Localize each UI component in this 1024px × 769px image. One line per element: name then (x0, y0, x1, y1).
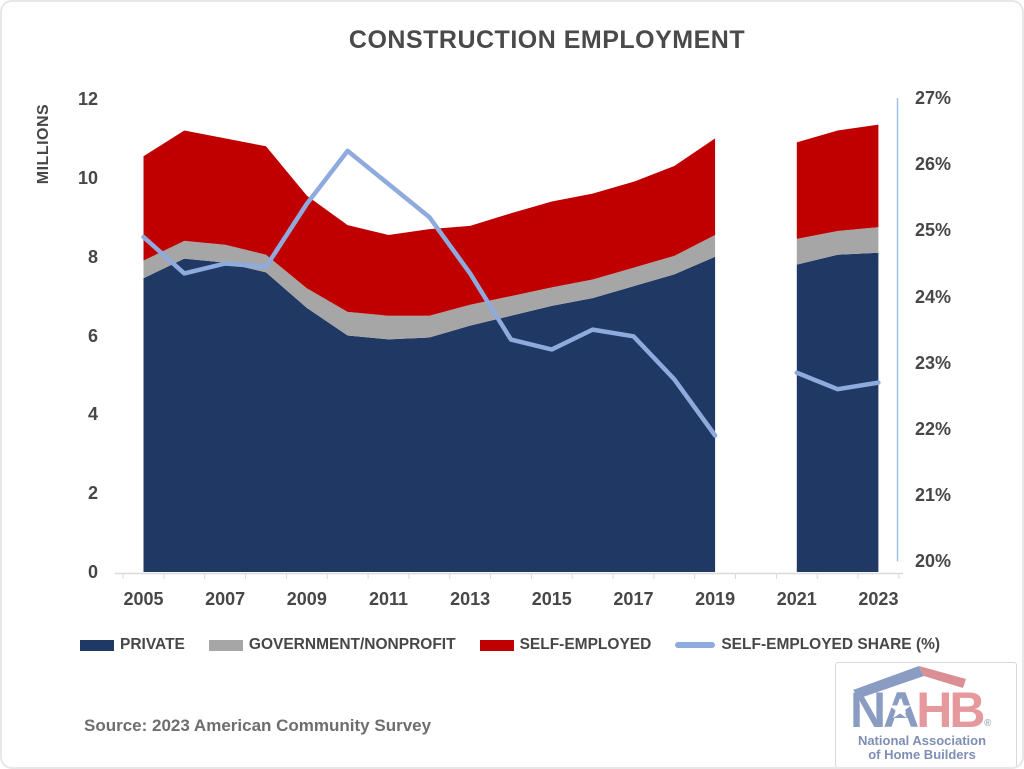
legend-label-private: PRIVATE (120, 636, 185, 653)
legend-label-self-employed: SELF-EMPLOYED (519, 636, 652, 653)
area-self-employed (143, 130, 716, 316)
y-axis-tick-label: 6 (87, 325, 98, 346)
right-axis-tick-label: 26% (915, 154, 952, 175)
logo-brand-hb: HB (916, 682, 983, 738)
y-axis-tick-label: 0 (87, 562, 98, 582)
x-axis-tick-label: 2015 (531, 589, 572, 609)
x-axis-tick-label: 2021 (776, 589, 817, 609)
x-axis-tick-label: 2017 (613, 589, 654, 609)
right-axis-tick-label: 27% (915, 88, 952, 108)
legend-item-self-employed-share: SELF-EMPLOYED SHARE (%) (675, 636, 940, 654)
area-private (143, 256, 716, 572)
legend-label-government: GOVERNMENT/NONPROFIT (248, 636, 456, 653)
registered-mark: ® (984, 718, 992, 729)
area-government-nonprofit (143, 235, 716, 340)
x-axis-tick-label: 2023 (858, 589, 899, 609)
chart-legend: PRIVATE GOVERNMENT/NONPROFIT SELF-EMPLOY… (80, 636, 940, 654)
self-employed-share-line (794, 370, 881, 392)
self-employed-swatch-icon (479, 639, 514, 651)
private-swatch-icon (80, 639, 114, 651)
nahb-logo: NAHB ® National Association of Home Buil… (835, 662, 1017, 767)
chart-title: CONSTRUCTION EMPLOYMENT (348, 26, 746, 54)
right-axis-tick-label: 23% (915, 352, 952, 373)
y-axis-tick-label: 12 (77, 89, 98, 109)
logo-roof-right (919, 666, 966, 688)
logo-roof-left (853, 666, 924, 698)
y-axis-tick-label: 4 (87, 404, 98, 425)
source-note: Source: 2023 American Community Survey (84, 716, 432, 735)
logo-brand-text: NAHB (850, 682, 983, 738)
right-axis-tick-label: 22% (915, 418, 952, 439)
area-self-employed (796, 124, 879, 239)
star-icon (889, 698, 911, 719)
y-axis-tick-label: 2 (87, 483, 98, 504)
legend-item-government: GOVERNMENT/NONPROFIT (208, 636, 456, 654)
x-axis-tick-label: 2009 (286, 589, 327, 609)
x-axis-tick-label: 2007 (205, 589, 246, 609)
legend-item-self-employed: SELF-EMPLOYED (479, 636, 652, 654)
logo-subtext-line2: of Home Builders (868, 747, 976, 762)
x-axis-tick-label: 2019 (695, 589, 736, 609)
legend-label-self-employed-share: SELF-EMPLOYED SHARE (%) (721, 636, 941, 653)
right-axis-tick-label: 24% (915, 286, 952, 307)
right-axis-tick-label: 20% (915, 551, 952, 572)
y-axis-tick-label: 8 (87, 246, 98, 267)
nahb-logo-graphic: NAHB ® National Association of Home Buil… (850, 666, 992, 762)
self-employed-share-line (141, 148, 718, 438)
x-axis-tick-label: 2013 (450, 589, 491, 609)
right-axis-tick-label: 21% (915, 485, 952, 506)
self-employed-share-line-icon (675, 642, 716, 648)
y-axis-tick-label: 10 (77, 167, 98, 188)
logo-subtext-line1: National Association (858, 733, 986, 748)
legend-item-private: PRIVATE (80, 636, 185, 654)
x-axis-tick-label: 2011 (368, 589, 408, 609)
x-axis-tick-label: 2005 (123, 589, 164, 609)
right-axis-tick-label: 25% (915, 220, 952, 241)
government-swatch-icon (208, 639, 243, 651)
area-government-nonprofit (796, 227, 879, 265)
logo-brand-na: NA (850, 682, 918, 738)
area-private (796, 252, 879, 572)
